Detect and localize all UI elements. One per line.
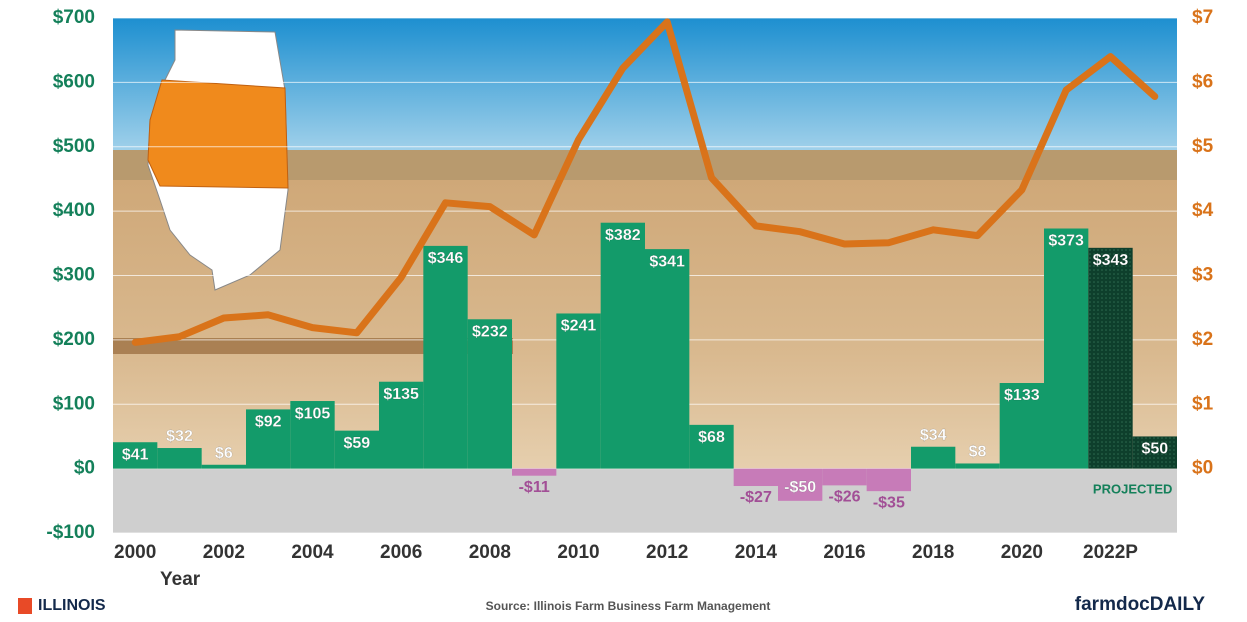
y-tick-label: $100 [53, 393, 95, 414]
value-label: $92 [255, 414, 282, 431]
y2-tick-label: $2 [1192, 329, 1213, 350]
y2-tick-label: $5 [1192, 136, 1214, 157]
bar [734, 469, 778, 486]
x-tick-label: 2016 [823, 542, 865, 563]
y-tick-label: $0 [74, 458, 95, 479]
value-label: $341 [649, 253, 685, 270]
x-tick-label: 2018 [912, 542, 954, 563]
y-tick-label: $700 [53, 7, 95, 28]
bar [556, 313, 600, 468]
bar [645, 249, 689, 469]
value-label: $8 [969, 444, 987, 461]
x-axis-label: Year [160, 569, 201, 590]
x-tick-label: 2002 [203, 542, 245, 563]
value-label: -$27 [740, 489, 772, 506]
y-tick-label: -$100 [46, 522, 95, 543]
value-label: $34 [920, 427, 947, 444]
y-tick-label: $600 [53, 71, 95, 92]
y-tick-label: $400 [53, 200, 95, 221]
value-label: $241 [561, 318, 597, 335]
y2-tick-label: $7 [1192, 7, 1213, 28]
value-label: -$26 [828, 489, 860, 506]
x-tick-label: 2000 [114, 542, 156, 563]
x-tick-label: 2020 [1001, 542, 1043, 563]
y-tick-label: $200 [53, 329, 95, 350]
y-tick-label: $500 [53, 136, 95, 157]
x-tick-label: 2012 [646, 542, 688, 563]
y2-tick-label: $0 [1192, 458, 1213, 479]
x-tick-label: 2006 [380, 542, 422, 563]
bar [822, 469, 866, 486]
value-label: $343 [1093, 252, 1129, 269]
chart: Year ILLINOIS Source: Illinois Farm Busi… [0, 0, 1247, 617]
x-tick-label: 2014 [735, 542, 778, 563]
y2-tick-label: $3 [1192, 265, 1213, 286]
value-label: $373 [1048, 233, 1084, 250]
y2-tick-label: $1 [1192, 393, 1214, 414]
y2-tick-label: $4 [1192, 200, 1214, 221]
value-label: $105 [295, 405, 331, 422]
bar [601, 223, 645, 469]
value-label: -$11 [519, 479, 550, 496]
value-label: $59 [343, 435, 370, 452]
bar [911, 447, 955, 469]
x-tick-label: 2008 [469, 542, 511, 563]
value-label: $135 [383, 386, 419, 403]
value-label: $133 [1004, 387, 1040, 404]
bar [423, 246, 467, 469]
value-label: $6 [215, 445, 233, 462]
value-label: $382 [605, 227, 641, 244]
value-label: -$35 [873, 494, 905, 511]
projected-annotation: PROJECTED [1093, 481, 1172, 496]
illinois-logo: ILLINOIS [18, 597, 106, 614]
y2-tick-label: $6 [1192, 71, 1213, 92]
bar [867, 469, 911, 492]
source-note: Source: Illinois Farm Business Farm Mana… [486, 599, 771, 613]
bar [468, 319, 512, 468]
bar [512, 469, 556, 476]
value-label: $41 [122, 446, 149, 463]
x-tick-label: 2010 [557, 542, 599, 563]
logo-right: farmdocDAILY [1075, 594, 1206, 615]
value-label: $32 [166, 428, 193, 445]
x-tick-label: 2004 [291, 542, 334, 563]
y-tick-label: $300 [53, 265, 95, 286]
page: {"chart_data": {"type": "combo", "catego… [0, 0, 1247, 617]
logo-left: ILLINOIS [38, 597, 106, 614]
value-label: $50 [1141, 441, 1168, 458]
value-label: $232 [472, 323, 508, 340]
x-tick-label: 2022P [1083, 542, 1138, 563]
bar [1088, 248, 1132, 469]
bar [1044, 229, 1088, 469]
value-label: -$50 [784, 479, 816, 496]
value-label: $346 [428, 250, 464, 267]
value-label: $68 [698, 429, 725, 446]
bar [157, 448, 201, 469]
bar [202, 465, 246, 469]
bar [955, 463, 999, 468]
